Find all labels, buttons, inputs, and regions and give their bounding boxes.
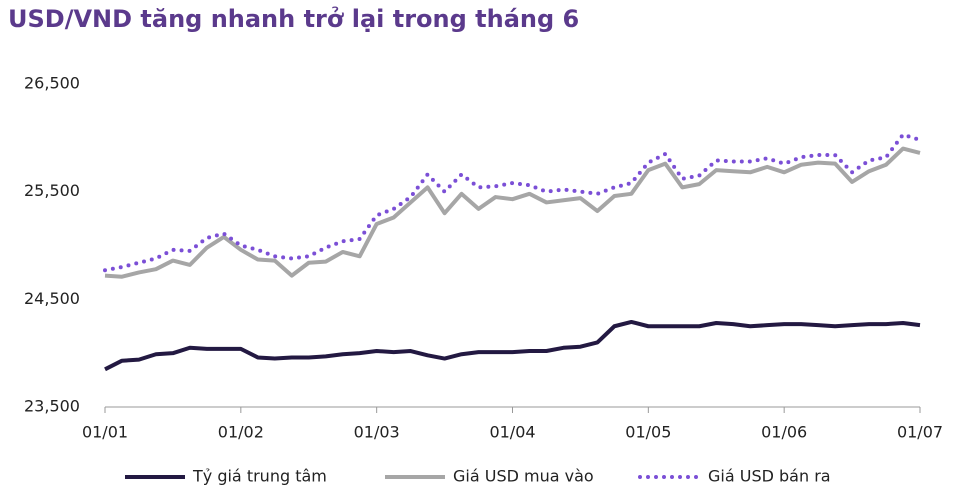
legend-label: Tỷ giá trung tâm [192, 467, 327, 486]
legend-label: Giá USD mua vào [453, 467, 594, 486]
chart-title: USD/VND tăng nhanh trở lại trong tháng 6 [8, 5, 579, 33]
x-tick-label: 01/06 [761, 423, 807, 442]
legend-label: Giá USD bán ra [708, 467, 831, 486]
y-tick-label: 26,500 [24, 74, 80, 93]
y-tick-label: 25,500 [24, 181, 80, 200]
y-tick-label: 24,500 [24, 289, 80, 308]
x-tick-label: 01/01 [82, 423, 128, 442]
x-tick-label: 01/03 [354, 423, 400, 442]
x-tick-label: 01/05 [625, 423, 671, 442]
series-line [104, 319, 921, 372]
x-tick-label: 01/02 [218, 423, 264, 442]
series-line [103, 132, 922, 273]
x-tick-label: 01/07 [897, 423, 943, 442]
y-tick-label: 23,500 [24, 397, 80, 416]
x-tick-label: 01/04 [489, 423, 535, 442]
series-line [104, 146, 921, 279]
